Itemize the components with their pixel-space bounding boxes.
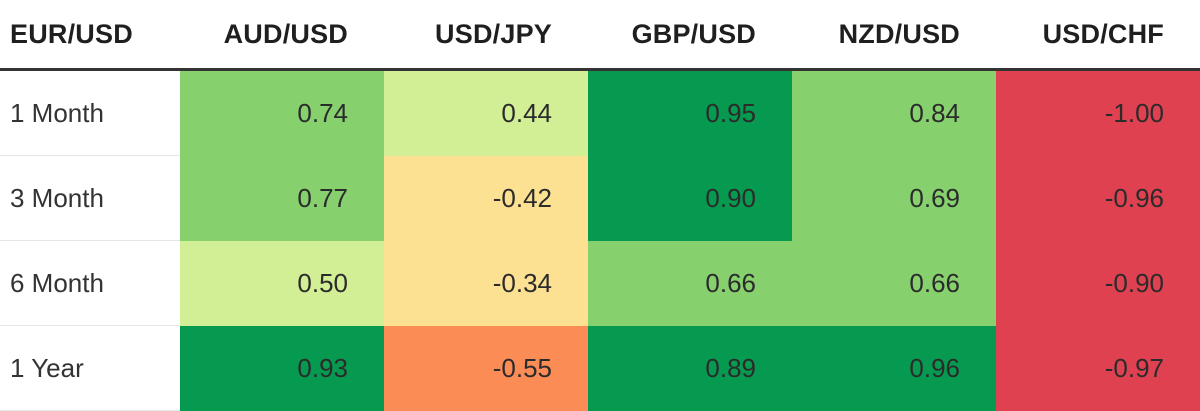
column-header: AUD/USD — [180, 0, 384, 71]
header-row: EUR/USD AUD/USD USD/JPY GBP/USD NZD/USD … — [0, 0, 1200, 71]
table-row: 1 Month 0.74 0.44 0.95 0.84 -1.00 — [0, 69, 1200, 156]
correlation-cell: -0.55 — [384, 325, 588, 411]
column-header: USD/CHF — [996, 0, 1200, 71]
row-label: 1 Month — [0, 69, 180, 156]
correlation-cell: -0.34 — [384, 240, 588, 326]
row-label: 6 Month — [0, 240, 180, 326]
correlation-cell: 0.84 — [792, 69, 996, 156]
correlation-cell: -0.96 — [996, 155, 1200, 241]
correlation-cell: -0.90 — [996, 240, 1200, 326]
row-label: 1 Year — [0, 325, 180, 411]
correlation-cell: 0.66 — [588, 240, 792, 326]
table-row: 3 Month 0.77 -0.42 0.90 0.69 -0.96 — [0, 155, 1200, 241]
correlation-cell: 0.69 — [792, 155, 996, 241]
correlation-cell: 0.96 — [792, 325, 996, 411]
correlation-cell: -0.97 — [996, 325, 1200, 411]
table-row: 1 Year 0.93 -0.55 0.89 0.96 -0.97 — [0, 325, 1200, 411]
column-header: NZD/USD — [792, 0, 996, 71]
correlation-cell: 0.93 — [180, 325, 384, 411]
correlation-cell: 0.74 — [180, 69, 384, 156]
table-row: 6 Month 0.50 -0.34 0.66 0.66 -0.90 — [0, 240, 1200, 326]
correlation-cell: 0.44 — [384, 69, 588, 156]
correlation-cell: 0.89 — [588, 325, 792, 411]
correlation-cell: -0.42 — [384, 155, 588, 241]
column-header: GBP/USD — [588, 0, 792, 71]
correlation-cell: 0.66 — [792, 240, 996, 326]
corner-header: EUR/USD — [0, 0, 180, 71]
row-label: 3 Month — [0, 155, 180, 241]
correlation-cell: 0.90 — [588, 155, 792, 241]
column-header: USD/JPY — [384, 0, 588, 71]
correlation-cell: 0.77 — [180, 155, 384, 241]
correlation-cell: 0.50 — [180, 240, 384, 326]
correlation-cell: 0.95 — [588, 69, 792, 156]
correlation-cell: -1.00 — [996, 69, 1200, 156]
